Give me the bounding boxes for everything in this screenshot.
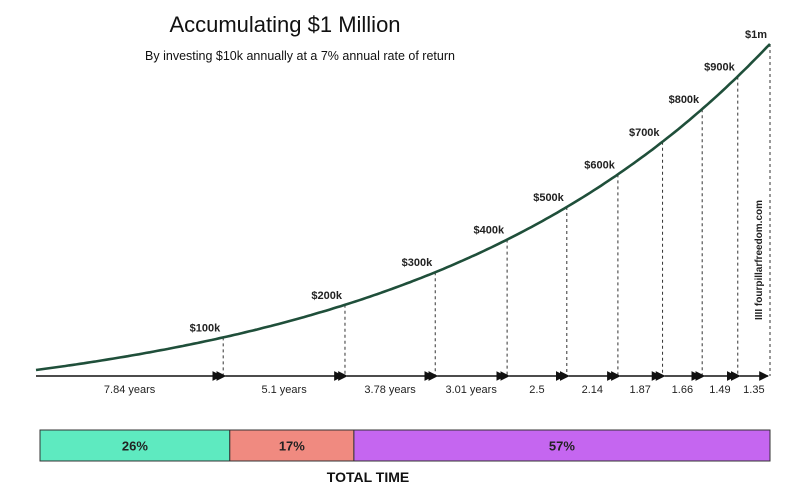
total-time-label: TOTAL TIME — [327, 469, 409, 485]
milestone-label: $700k — [629, 127, 660, 139]
time-segment-label: 26% — [122, 439, 148, 454]
duration-label: 3.01 years — [445, 384, 497, 396]
duration-label: 7.84 years — [104, 384, 156, 396]
duration-label: 1.66 — [672, 384, 693, 396]
durations-layer: 7.84 years 5.1 years 3.78 years 3.01 years 2… — [36, 371, 769, 396]
duration-label: 2.5 — [529, 384, 544, 396]
time-segment — [229, 429, 355, 462]
milestone-label: $300k — [402, 257, 433, 269]
time-segment-label: 57% — [549, 439, 575, 454]
watermark-text: IIII fourpillarfreedom.com — [754, 200, 765, 320]
chart-subtitle: By investing $10k annually at a 7% annua… — [145, 49, 455, 63]
milestone-label: $200k — [311, 290, 342, 302]
duration-label: 3.78 years — [364, 384, 416, 396]
milestone-label: $1m — [745, 29, 767, 41]
milestone-label: $600k — [584, 159, 615, 171]
milestone-label: $100k — [190, 322, 221, 334]
duration-label: 2.14 — [582, 384, 603, 396]
milestone-label: $400k — [474, 225, 505, 237]
duration-label: 1.49 — [709, 384, 730, 396]
growth-curve-line — [35, 43, 771, 372]
time-breakdown-bar: 26% 17% 57% — [39, 429, 771, 462]
milestone-label: $800k — [669, 94, 700, 106]
time-segment-label: 17% — [279, 439, 305, 454]
duration-label: 1.35 — [743, 384, 764, 396]
milestone-label: $500k — [533, 192, 564, 204]
chart-title: Accumulating $1 Million — [169, 12, 400, 37]
duration-label: 5.1 years — [261, 384, 307, 396]
duration-label: 1.87 — [630, 384, 651, 396]
milestones-layer: $100k $200k $300k $400k $500k $600k $700k $800k… — [190, 29, 771, 376]
time-segment — [353, 429, 771, 462]
milestone-label: $900k — [704, 62, 735, 74]
